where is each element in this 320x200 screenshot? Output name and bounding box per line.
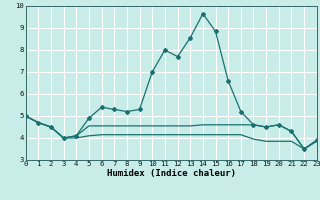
- X-axis label: Humidex (Indice chaleur): Humidex (Indice chaleur): [107, 169, 236, 178]
